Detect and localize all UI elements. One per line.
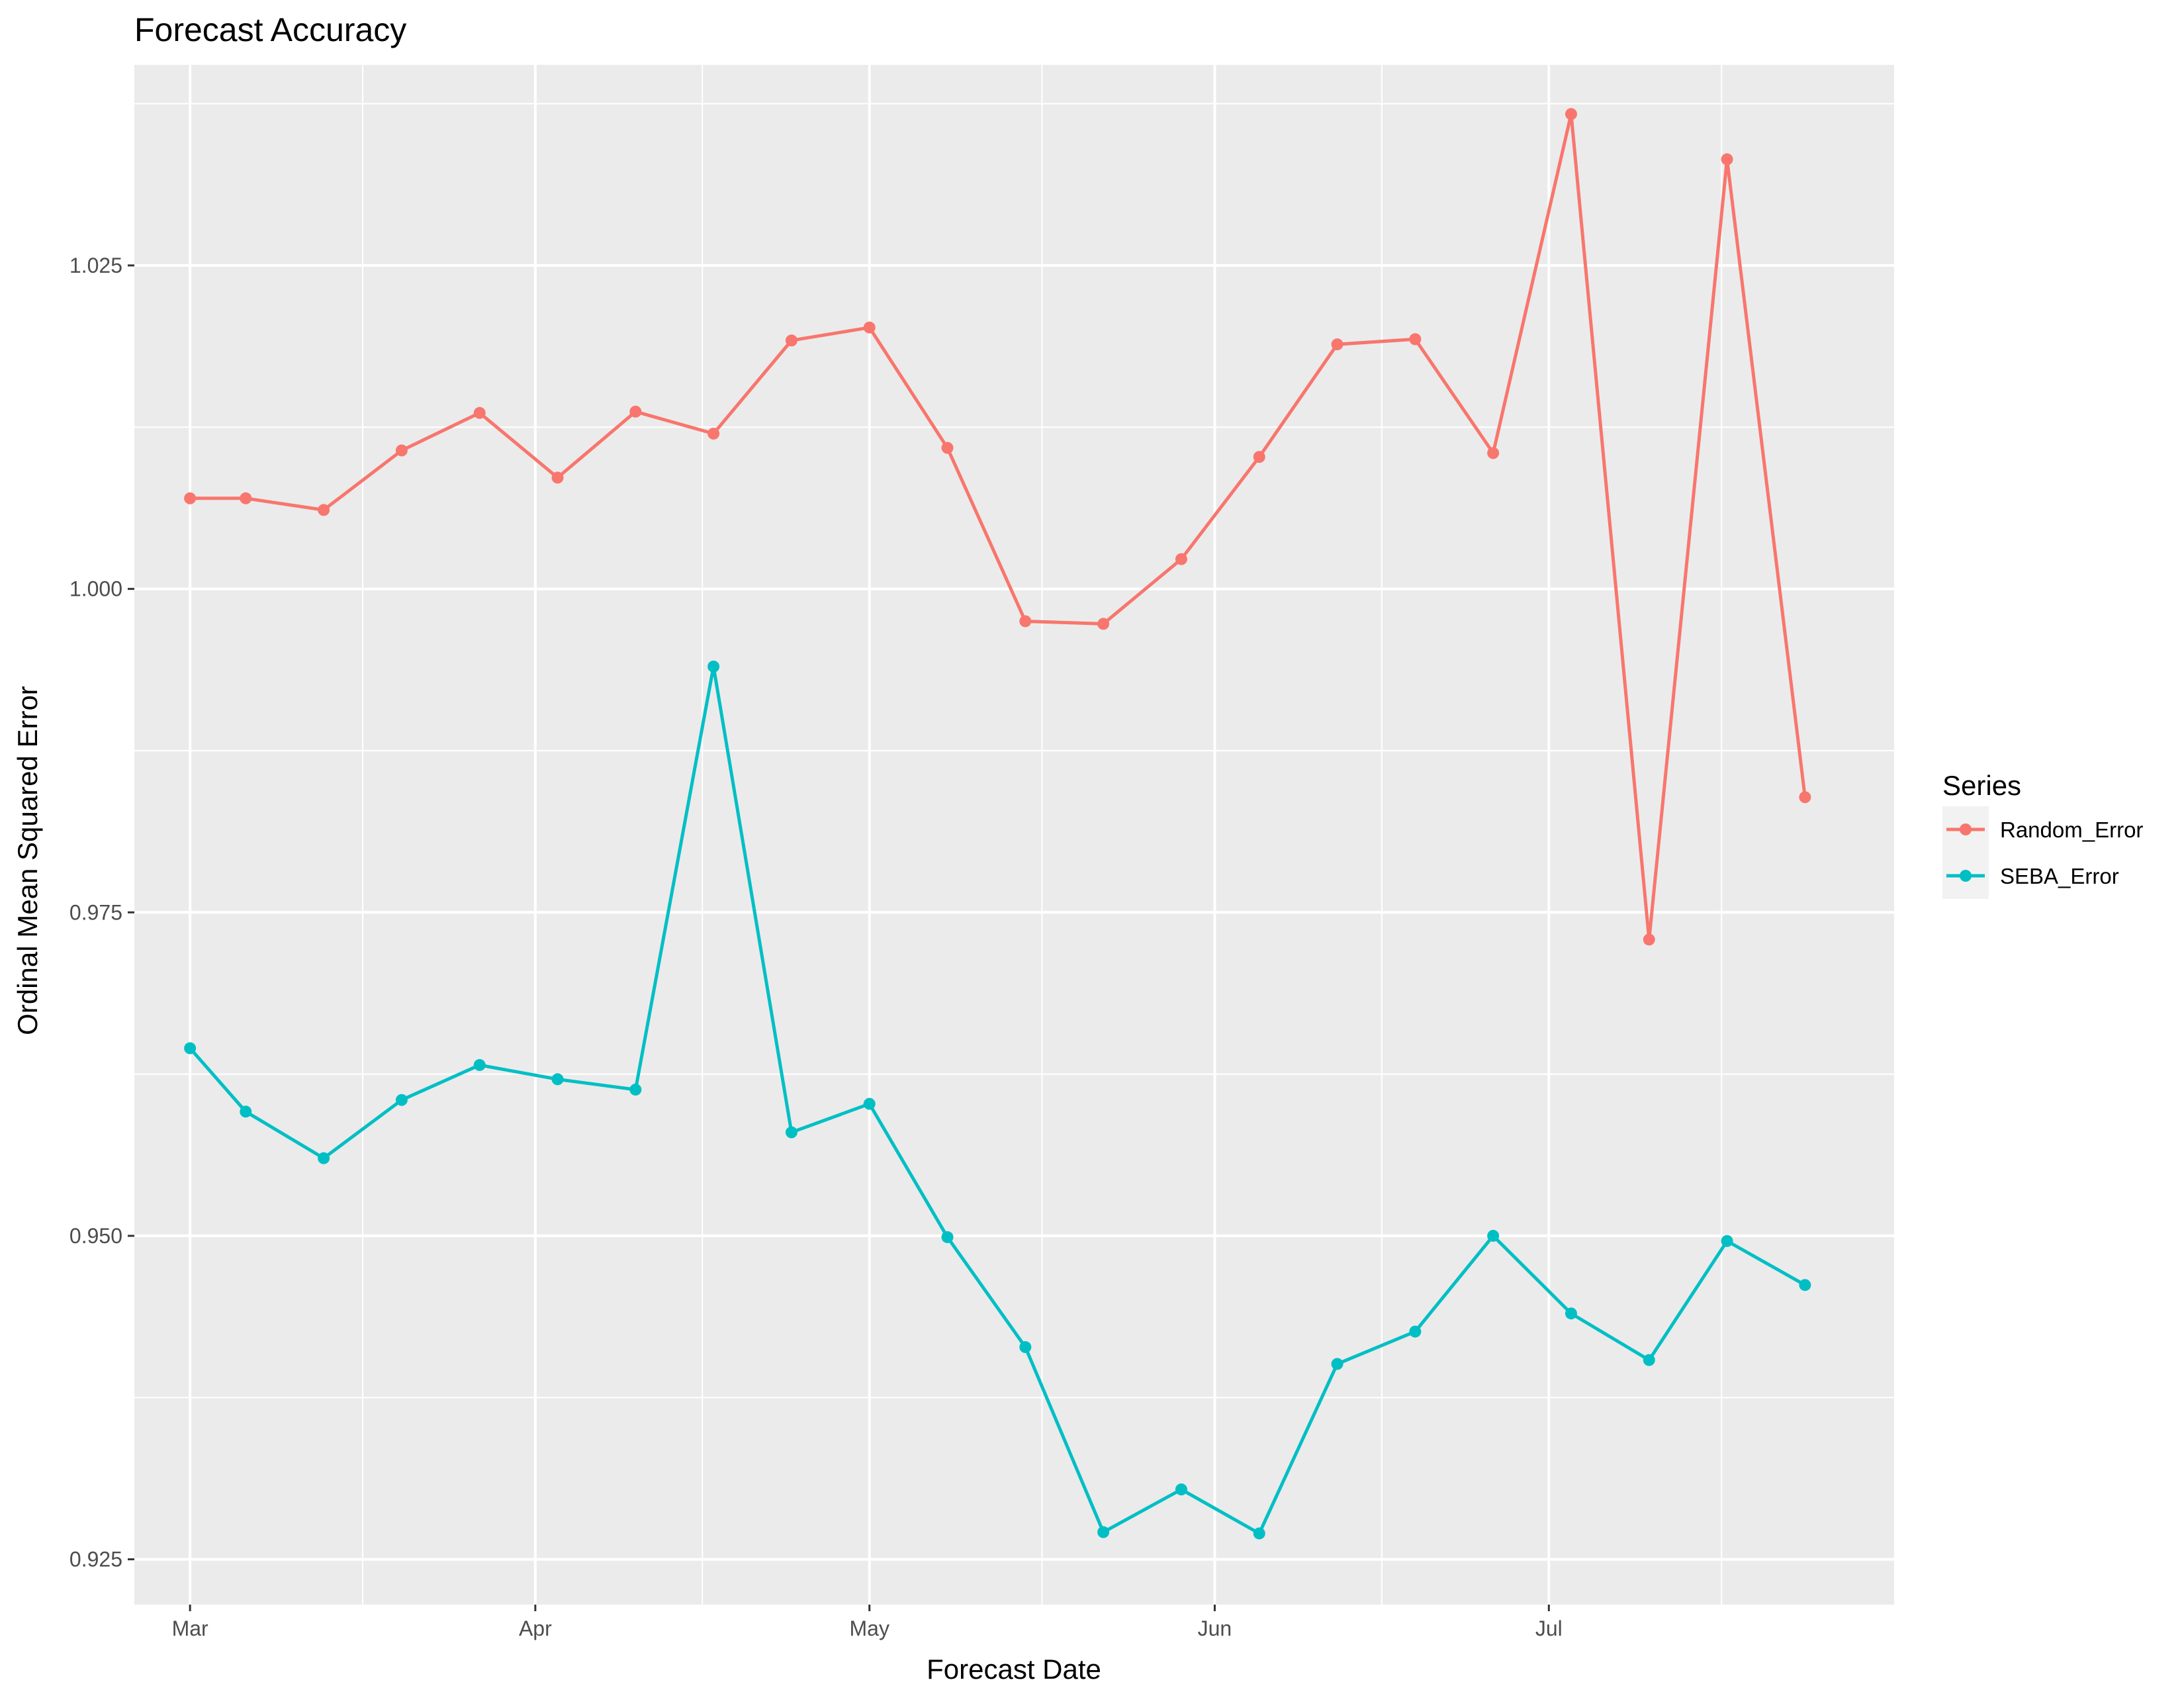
y-axis-title: Ordinal Mean Squared Error bbox=[12, 686, 43, 1035]
grid-major bbox=[134, 65, 1894, 1605]
data-point-Random_Error bbox=[1799, 791, 1811, 804]
y-tick-label: 0.950 bbox=[69, 1224, 122, 1248]
data-point-SEBA_Error bbox=[1565, 1307, 1577, 1320]
data-point-Random_Error bbox=[1643, 933, 1655, 946]
data-point-SEBA_Error bbox=[1487, 1229, 1500, 1242]
series-line-Random_Error bbox=[190, 112, 1807, 941]
data-point-Random_Error bbox=[395, 444, 408, 457]
legend-title: Series bbox=[1942, 770, 2021, 801]
legend-key-point bbox=[1960, 823, 1972, 835]
data-point-SEBA_Error bbox=[1799, 1279, 1811, 1291]
x-tick-label: Jul bbox=[1535, 1617, 1563, 1640]
data-point-SEBA_Error bbox=[1331, 1358, 1343, 1370]
legend-label: Random_Error bbox=[2000, 818, 2143, 842]
data-point-Random_Error bbox=[941, 442, 954, 454]
data-point-SEBA_Error bbox=[629, 1084, 642, 1096]
legend-key-point bbox=[1960, 870, 1972, 882]
data-point-SEBA_Error bbox=[551, 1073, 564, 1086]
data-point-Random_Error bbox=[785, 334, 797, 347]
plot-panel bbox=[134, 65, 1894, 1605]
series-layer bbox=[184, 108, 1811, 1540]
data-point-Random_Error bbox=[240, 492, 252, 504]
data-point-Random_Error bbox=[184, 492, 197, 504]
data-point-SEBA_Error bbox=[1409, 1325, 1422, 1338]
data-point-Random_Error bbox=[863, 321, 876, 334]
axis-ticks: 0.925 0.950 0.975 1.000 1.025 Mar Apr May Jun Jul bbox=[69, 254, 1563, 1640]
data-point-SEBA_Error bbox=[941, 1231, 954, 1243]
data-point-SEBA_Error bbox=[473, 1058, 486, 1071]
data-point-Random_Error bbox=[1409, 333, 1422, 346]
data-point-SEBA_Error bbox=[1097, 1526, 1110, 1538]
legend-label: SEBA_Error bbox=[2000, 864, 2119, 888]
chart-title: Forecast Accuracy bbox=[134, 11, 406, 48]
data-point-SEBA_Error bbox=[240, 1105, 252, 1118]
x-tick-label: Jun bbox=[1198, 1617, 1232, 1640]
data-point-Random_Error bbox=[1721, 153, 1733, 165]
data-point-SEBA_Error bbox=[707, 660, 720, 673]
data-point-SEBA_Error bbox=[863, 1098, 876, 1110]
data-point-Random_Error bbox=[318, 504, 330, 516]
data-point-SEBA_Error bbox=[318, 1152, 330, 1164]
data-point-Random_Error bbox=[1097, 618, 1110, 630]
data-point-SEBA_Error bbox=[785, 1126, 797, 1139]
data-point-SEBA_Error bbox=[1175, 1483, 1187, 1496]
data-point-Random_Error bbox=[1253, 451, 1265, 463]
data-point-SEBA_Error bbox=[1019, 1341, 1032, 1354]
x-tick-label: Mar bbox=[172, 1617, 208, 1640]
data-point-Random_Error bbox=[1487, 447, 1500, 459]
y-tick-label: 0.975 bbox=[69, 900, 122, 924]
data-point-SEBA_Error bbox=[1721, 1235, 1733, 1247]
data-point-SEBA_Error bbox=[184, 1042, 197, 1055]
data-point-Random_Error bbox=[1565, 108, 1577, 120]
y-tick-label: 1.025 bbox=[69, 254, 122, 277]
data-point-Random_Error bbox=[629, 405, 642, 418]
data-point-Random_Error bbox=[1175, 553, 1187, 565]
x-tick-label: Apr bbox=[519, 1617, 552, 1640]
data-point-Random_Error bbox=[707, 428, 720, 440]
grid-minor bbox=[134, 65, 1894, 1605]
data-point-SEBA_Error bbox=[1643, 1354, 1655, 1366]
data-point-Random_Error bbox=[1331, 338, 1343, 351]
x-tick-label: May bbox=[849, 1617, 889, 1640]
y-tick-label: 0.925 bbox=[69, 1548, 122, 1571]
data-point-SEBA_Error bbox=[1253, 1527, 1265, 1540]
data-point-SEBA_Error bbox=[395, 1094, 408, 1106]
data-point-Random_Error bbox=[473, 406, 486, 419]
series-line-SEBA_Error bbox=[189, 665, 1806, 1535]
legend: Series Random_Error SEBA_Error bbox=[1942, 770, 2143, 899]
y-tick-label: 1.000 bbox=[69, 577, 122, 601]
data-point-Random_Error bbox=[551, 471, 564, 484]
x-axis-title: Forecast Date bbox=[927, 1654, 1101, 1685]
data-point-Random_Error bbox=[1019, 615, 1032, 628]
